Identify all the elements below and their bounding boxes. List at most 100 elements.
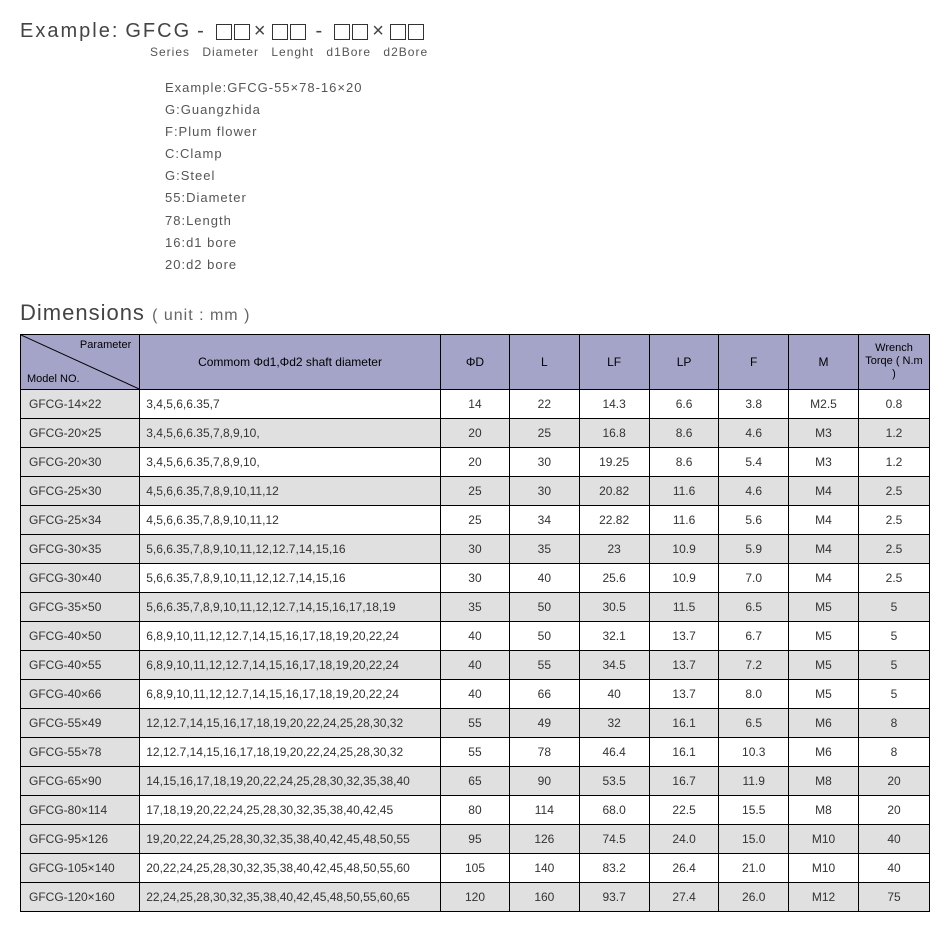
cell-shaft: 12,12.7,14,15,16,17,18,19,20,22,24,25,28…: [140, 708, 441, 737]
cell-lp: 11.6: [649, 476, 719, 505]
cell-l: 160: [510, 882, 579, 911]
cell-m: M2.5: [789, 389, 859, 418]
cell-f: 6.7: [719, 621, 789, 650]
cell-f: 26.0: [719, 882, 789, 911]
table-row: GFCG-105×14020,22,24,25,28,30,32,35,38,4…: [21, 853, 930, 882]
header-lp: LP: [649, 334, 719, 389]
cell-lp: 24.0: [649, 824, 719, 853]
cell-model: GFCG-80×114: [21, 795, 140, 824]
cell-d: 65: [440, 766, 509, 795]
cell-l: 40: [510, 563, 579, 592]
cell-shaft: 4,5,6,6.35,7,8,9,10,11,12: [140, 476, 441, 505]
cell-d: 35: [440, 592, 509, 621]
cell-d: 95: [440, 824, 509, 853]
cell-f: 15.0: [719, 824, 789, 853]
cell-l: 114: [510, 795, 579, 824]
cell-m: M6: [789, 737, 859, 766]
cell-f: 15.5: [719, 795, 789, 824]
cell-lp: 11.5: [649, 592, 719, 621]
header-m: M: [789, 334, 859, 389]
cell-lf: 20.82: [579, 476, 649, 505]
cell-f: 3.8: [719, 389, 789, 418]
cell-shaft: 12,12.7,14,15,16,17,18,19,20,22,24,25,28…: [140, 737, 441, 766]
cell-t: 5: [858, 679, 929, 708]
table-row: GFCG-40×666,8,9,10,11,12,12.7,14,15,16,1…: [21, 679, 930, 708]
cell-d: 30: [440, 534, 509, 563]
cell-lf: 32.1: [579, 621, 649, 650]
legend-block: Example:GFCG-55×78-16×20G:GuangzhidaF:Pl…: [165, 77, 930, 276]
cell-f: 11.9: [719, 766, 789, 795]
sub-labels: Series Diameter Lenght d1Bore d2Bore: [150, 45, 930, 59]
cell-lf: 23: [579, 534, 649, 563]
cell-lp: 27.4: [649, 882, 719, 911]
cell-shaft: 3,4,5,6,6.35,7,8,9,10,: [140, 418, 441, 447]
cell-model: GFCG-55×78: [21, 737, 140, 766]
legend-line: G:Steel: [165, 165, 930, 187]
cell-l: 90: [510, 766, 579, 795]
cell-f: 6.5: [719, 708, 789, 737]
cell-t: 8: [858, 708, 929, 737]
cell-l: 22: [510, 389, 579, 418]
cell-model: GFCG-25×30: [21, 476, 140, 505]
cell-shaft: 3,4,5,6,6.35,7,8,9,10,: [140, 447, 441, 476]
cell-model: GFCG-55×49: [21, 708, 140, 737]
cell-l: 66: [510, 679, 579, 708]
cell-lf: 68.0: [579, 795, 649, 824]
cell-lp: 13.7: [649, 650, 719, 679]
cell-m: M4: [789, 505, 859, 534]
cell-model: GFCG-95×126: [21, 824, 140, 853]
cell-shaft: 19,20,22,24,25,28,30,32,35,38,40,42,45,4…: [140, 824, 441, 853]
cell-lf: 46.4: [579, 737, 649, 766]
cell-lf: 40: [579, 679, 649, 708]
cell-lp: 16.1: [649, 737, 719, 766]
cell-f: 5.4: [719, 447, 789, 476]
cell-shaft: 3,4,5,6,6.35,7: [140, 389, 441, 418]
cell-lp: 8.6: [649, 447, 719, 476]
dimensions-title: Dimensions ( unit : mm ): [20, 300, 930, 326]
cell-shaft: 6,8,9,10,11,12,12.7,14,15,16,17,18,19,20…: [140, 650, 441, 679]
cell-d: 20: [440, 447, 509, 476]
cell-model: GFCG-105×140: [21, 853, 140, 882]
cell-f: 10.3: [719, 737, 789, 766]
header-torque: Wrench Torqe ( N.m ): [858, 334, 929, 389]
cell-model: GFCG-120×160: [21, 882, 140, 911]
example-prefix: Example:: [20, 20, 119, 43]
cell-l: 50: [510, 592, 579, 621]
cell-m: M5: [789, 621, 859, 650]
cell-d: 40: [440, 621, 509, 650]
cell-m: M10: [789, 824, 859, 853]
cell-d: 25: [440, 505, 509, 534]
cell-m: M3: [789, 418, 859, 447]
cell-l: 78: [510, 737, 579, 766]
example-line: Example: GFCG - × - ×: [20, 20, 930, 43]
table-row: GFCG-14×223,4,5,6,6.35,7142214.36.63.8M2…: [21, 389, 930, 418]
cell-l: 50: [510, 621, 579, 650]
table-row: GFCG-35×505,6,6.35,7,8,9,10,11,12,12.7,1…: [21, 592, 930, 621]
table-row: GFCG-20×253,4,5,6,6.35,7,8,9,10,202516.8…: [21, 418, 930, 447]
cell-shaft: 5,6,6.35,7,8,9,10,11,12,12.7,14,15,16: [140, 534, 441, 563]
cell-lf: 22.82: [579, 505, 649, 534]
length-boxes: [272, 24, 306, 40]
cell-shaft: 22,24,25,28,30,32,35,38,40,42,45,48,50,5…: [140, 882, 441, 911]
cell-t: 20: [858, 795, 929, 824]
cell-t: 5: [858, 592, 929, 621]
cell-t: 5: [858, 650, 929, 679]
cell-model: GFCG-20×30: [21, 447, 140, 476]
cell-f: 7.2: [719, 650, 789, 679]
cell-model: GFCG-35×50: [21, 592, 140, 621]
cell-lp: 16.7: [649, 766, 719, 795]
table-row: GFCG-80×11417,18,19,20,22,24,25,28,30,32…: [21, 795, 930, 824]
cell-model: GFCG-30×35: [21, 534, 140, 563]
cell-model: GFCG-14×22: [21, 389, 140, 418]
cell-shaft: 5,6,6.35,7,8,9,10,11,12,12.7,14,15,16,17…: [140, 592, 441, 621]
cell-shaft: 4,5,6,6.35,7,8,9,10,11,12: [140, 505, 441, 534]
cell-d: 40: [440, 679, 509, 708]
d1bore-boxes: [334, 24, 368, 40]
cell-lf: 16.8: [579, 418, 649, 447]
cell-l: 55: [510, 650, 579, 679]
cell-lp: 11.6: [649, 505, 719, 534]
legend-line: Example:GFCG-55×78-16×20: [165, 77, 930, 99]
cell-lf: 25.6: [579, 563, 649, 592]
cell-m: M3: [789, 447, 859, 476]
cell-t: 0.8: [858, 389, 929, 418]
